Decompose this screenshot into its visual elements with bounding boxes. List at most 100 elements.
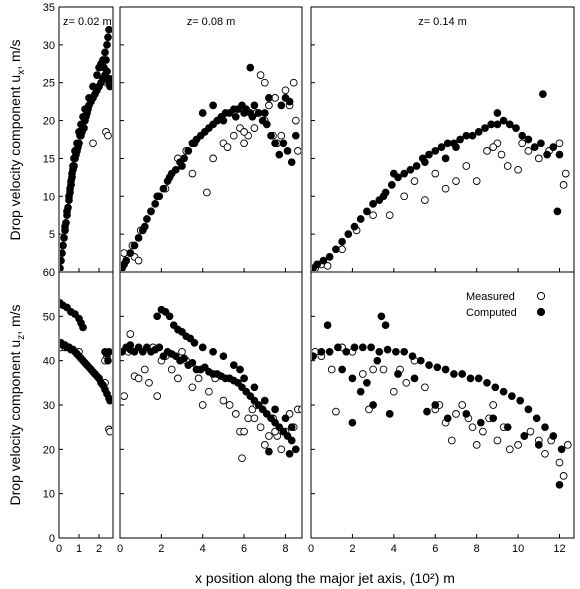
computed-point <box>350 222 359 231</box>
computed-point <box>134 234 143 242</box>
computed-point <box>198 343 207 352</box>
measured-point <box>240 427 248 436</box>
measured-point <box>452 410 460 418</box>
computed-point <box>265 447 273 456</box>
computed-point <box>350 343 359 352</box>
measured-point <box>167 365 176 374</box>
x-tick-label: 0 <box>56 543 62 555</box>
panel-title: z= 0.14 m <box>418 16 467 28</box>
computed-point <box>78 128 86 136</box>
computed-point <box>381 321 390 330</box>
computed-point <box>153 192 162 201</box>
computed-point <box>433 363 442 372</box>
y-tick-label: 15 <box>43 153 55 165</box>
measured-point <box>327 365 336 374</box>
measured-point <box>126 330 135 338</box>
computed-point <box>549 432 558 440</box>
y-axis-title-bottom: Drop velocity component uz, m/s <box>7 304 27 505</box>
computed-point <box>165 312 174 321</box>
x-tick-label: 6 <box>241 543 247 555</box>
x-tick-label: 8 <box>474 543 480 555</box>
measured-point <box>358 370 367 378</box>
computed-point <box>60 234 68 242</box>
measured-point <box>145 378 153 387</box>
computed-point <box>344 230 353 238</box>
panel-frame <box>119 271 303 539</box>
computed-point <box>348 418 357 427</box>
measured-point <box>561 169 570 178</box>
computed-point <box>285 449 294 458</box>
computed-point <box>100 63 108 72</box>
computed-point <box>524 135 533 144</box>
computed-point <box>462 410 471 418</box>
computed-point <box>369 401 377 409</box>
computed-point <box>102 56 110 64</box>
computed-point <box>493 120 502 129</box>
measured-point <box>291 116 300 125</box>
y-tick-label: 25 <box>43 78 55 90</box>
measured-point <box>260 78 269 87</box>
computed-point <box>60 241 67 250</box>
y-tick-label: 30 <box>43 40 55 52</box>
measured-point <box>121 392 128 400</box>
measured-point <box>385 211 394 220</box>
computed-point <box>491 383 500 392</box>
legend: Measured Computed <box>466 291 546 319</box>
computed-point <box>180 354 188 363</box>
computed-point <box>153 312 162 321</box>
computed-point <box>151 200 160 208</box>
computed-point <box>406 165 415 174</box>
computed-point <box>468 131 477 140</box>
measured-point <box>231 410 240 418</box>
computed-point <box>250 383 259 392</box>
computed-point <box>466 374 475 383</box>
computed-point <box>106 82 112 91</box>
y-axis-title-bottom-subscript: z <box>16 335 27 340</box>
computed-point <box>60 249 66 257</box>
measured-point <box>526 427 535 436</box>
computed-point <box>68 169 76 178</box>
computed-point <box>373 356 382 365</box>
measured-point <box>402 378 411 387</box>
computed-point <box>375 347 384 356</box>
computed-point <box>323 321 332 330</box>
computed-point <box>313 260 322 269</box>
measured-point <box>369 211 377 220</box>
computed-point <box>389 169 398 178</box>
measured-point <box>203 188 211 197</box>
measured-point <box>240 128 248 136</box>
computed-point <box>79 323 87 332</box>
computed-point <box>63 207 71 216</box>
computed-point <box>423 407 431 416</box>
computed-point <box>236 365 244 374</box>
computed-point <box>319 256 328 265</box>
y-tick-label: 0 <box>49 533 55 545</box>
computed-point <box>260 109 269 117</box>
points-group <box>121 305 301 463</box>
computed-point <box>493 109 502 117</box>
computed-point <box>555 150 564 159</box>
measured-point <box>472 177 481 185</box>
measured-point <box>250 124 259 132</box>
computed-point <box>265 94 273 102</box>
computed-point <box>557 445 566 454</box>
panel-1: z= 0.08 m <box>119 6 303 273</box>
x-tick-label: 10 <box>512 543 524 555</box>
y-tick-label: 35 <box>43 2 55 14</box>
measured-point <box>410 177 419 185</box>
computed-point <box>410 374 419 383</box>
computed-point <box>106 75 112 83</box>
computed-point <box>458 370 467 378</box>
computed-point <box>394 370 402 378</box>
computed-point <box>520 432 529 440</box>
computed-point <box>60 256 65 265</box>
computed-point <box>126 249 135 257</box>
computed-point <box>143 215 151 223</box>
computed-point <box>312 352 317 361</box>
x-tick-label: 0 <box>117 543 123 555</box>
computed-point <box>555 480 564 489</box>
computed-point <box>325 253 334 261</box>
measured-point <box>514 165 522 174</box>
measured-point <box>194 374 203 383</box>
measured-point <box>555 139 564 148</box>
